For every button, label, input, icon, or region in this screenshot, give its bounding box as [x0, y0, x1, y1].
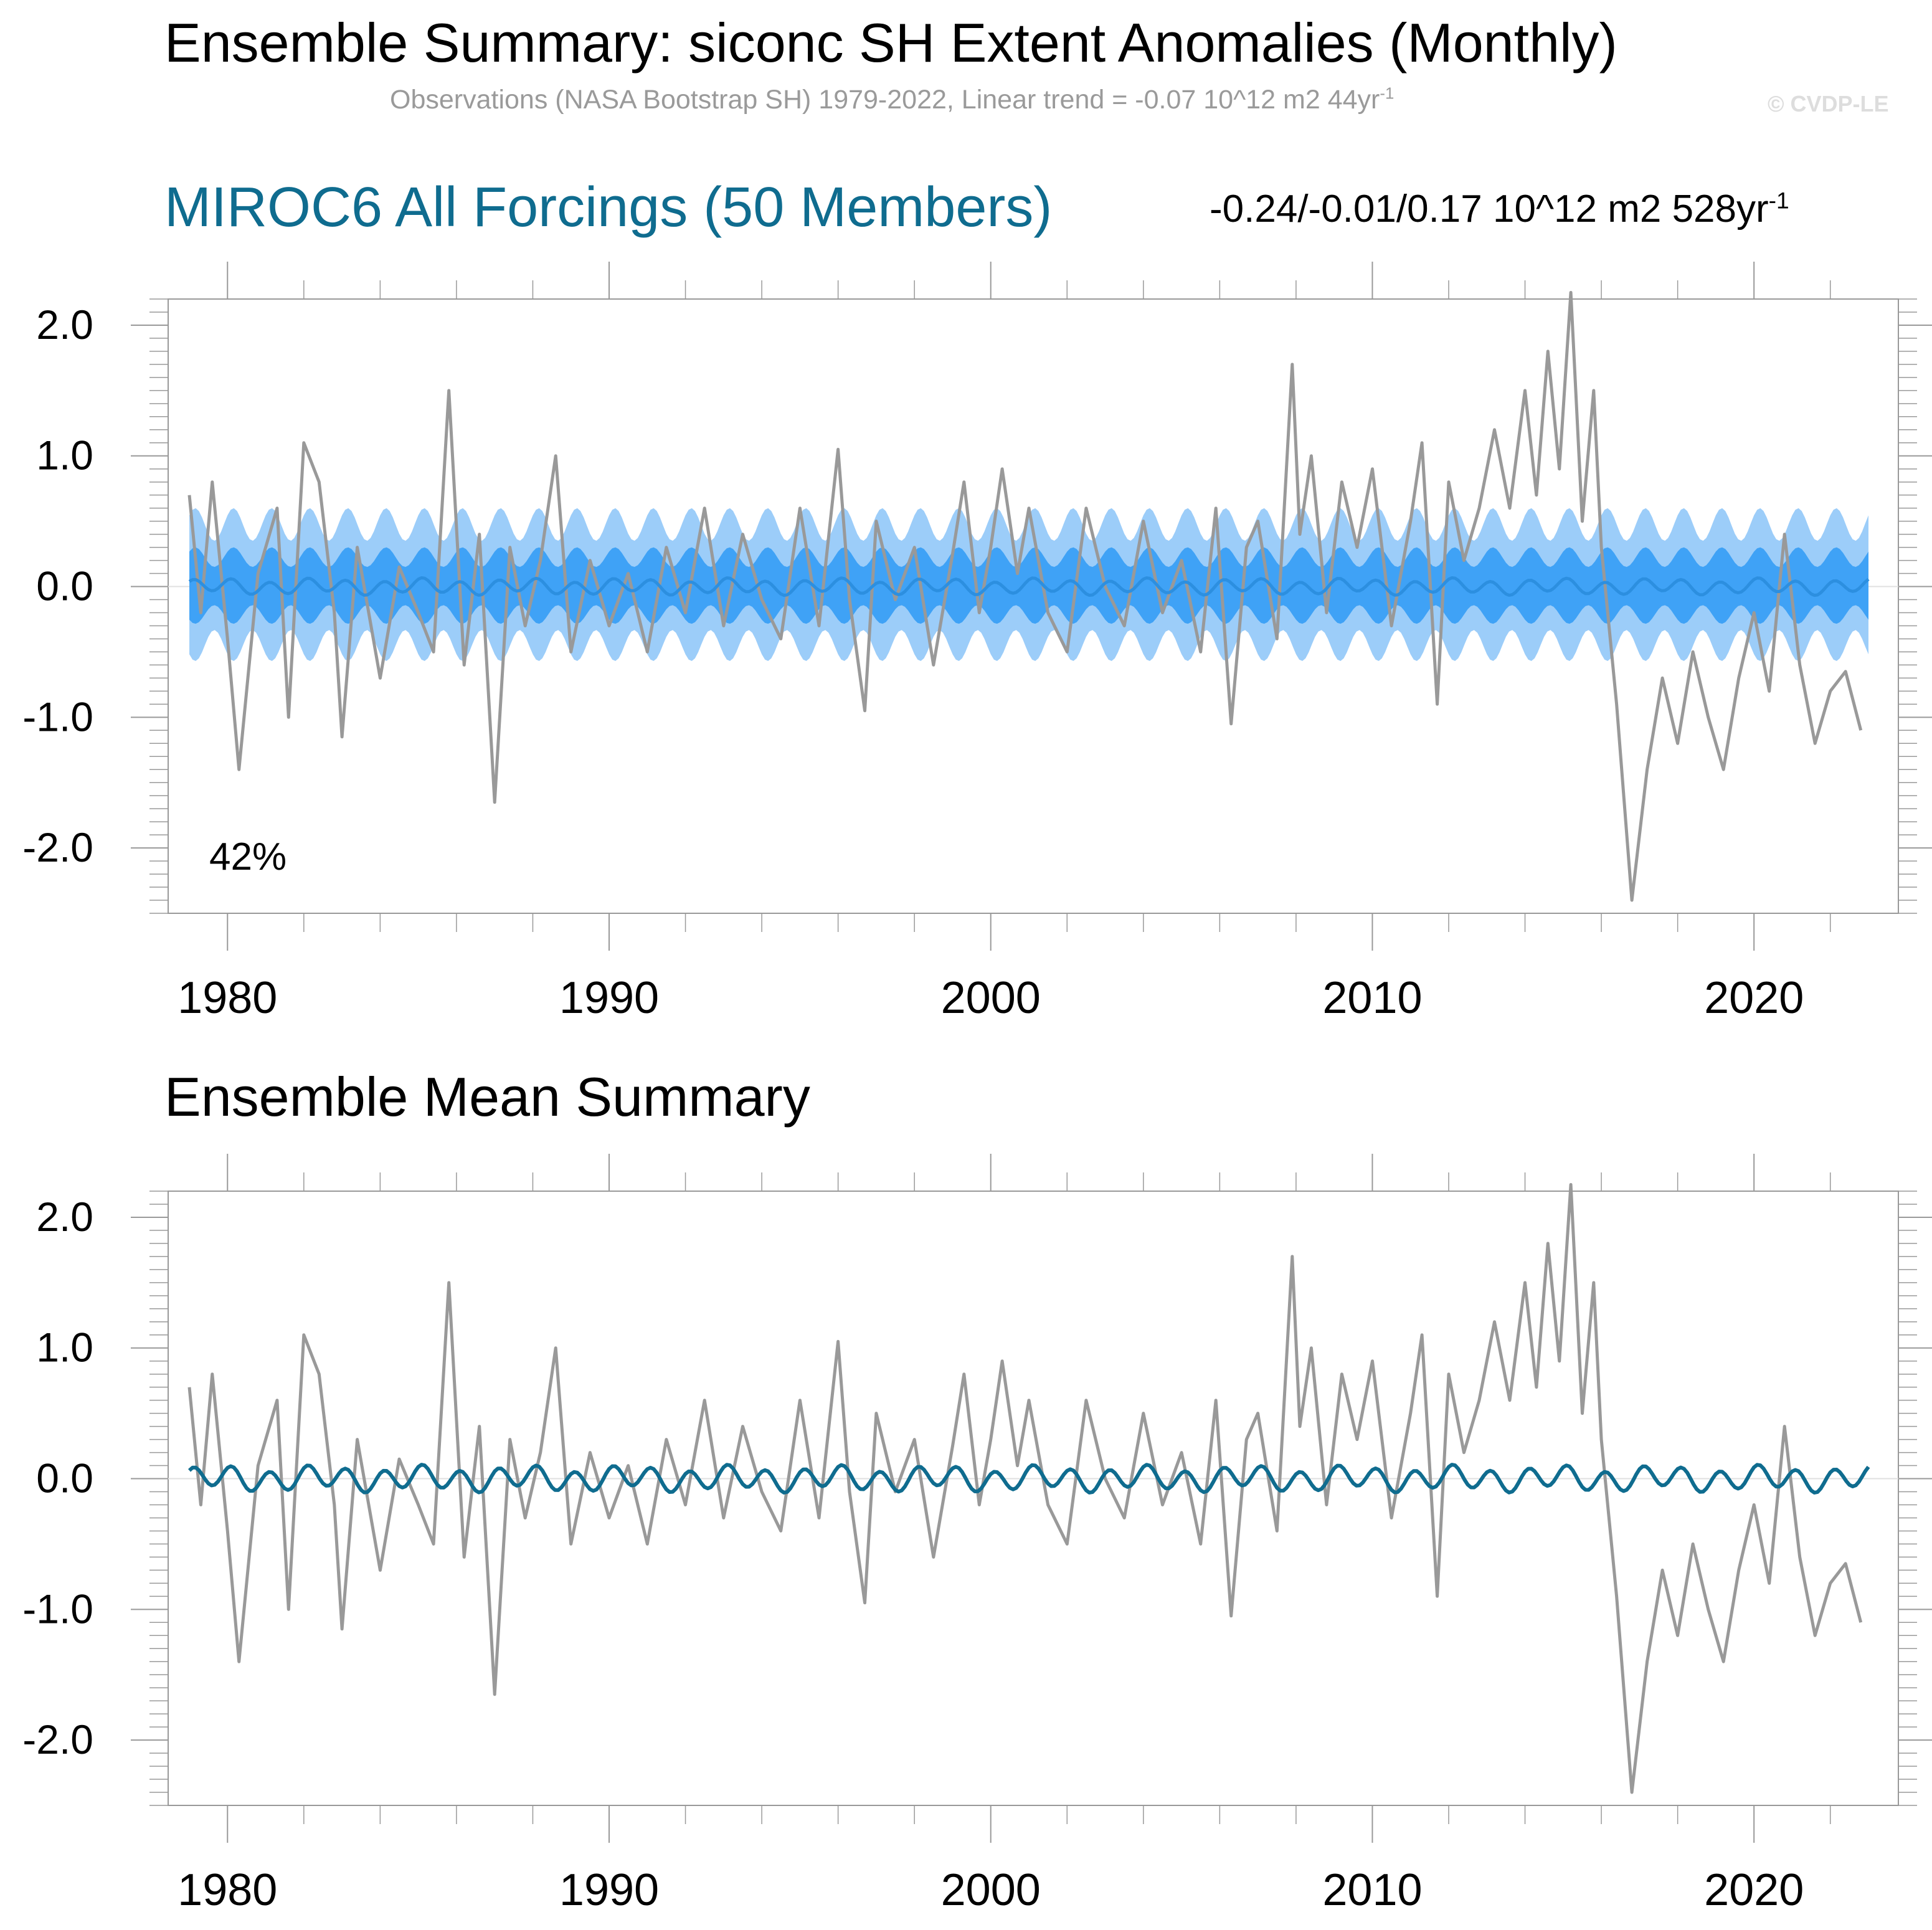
x-tick-label: 2020: [1704, 973, 1804, 1023]
plot-frame: [168, 298, 1899, 914]
chart-title: Ensemble Summary: siconc SH Extent Anoma…: [164, 12, 1617, 74]
y-tick-label: 0.0: [36, 563, 93, 609]
y-tick-label: 2.0: [36, 302, 93, 348]
observations-subtitle: Observations (NASA Bootstrap SH) 1979-20…: [390, 85, 1394, 115]
copyright-notice: © CVDP-LE: [1768, 91, 1889, 116]
x-tick-label: 2000: [941, 973, 1041, 1023]
ensemble-mean-line: [187, 1463, 1870, 1495]
trend-range-text: -0.24/-0.01/0.17 10^12 m2 528yr: [1210, 188, 1769, 231]
trend-range-exponent: -1: [1768, 187, 1789, 214]
x-tick-label: 2010: [1322, 1865, 1422, 1915]
x-tick-label: 2000: [941, 1865, 1041, 1915]
ensemble-mean-title: Ensemble Mean Summary: [164, 1066, 810, 1128]
top-panel: 2.0 1.0 0.0 -1.0 -2.0 1980 1990 2000 2010 2020: [22, 262, 1932, 1023]
y-tick-label: 0.0: [36, 1455, 93, 1501]
obs-subtitle-exponent: -1: [1380, 85, 1395, 103]
x-tick-label: 2020: [1704, 1865, 1804, 1915]
y-tick-label: -2.0: [22, 824, 93, 870]
x-tick-label: 1980: [178, 1865, 277, 1915]
y-tick-label: -1.0: [22, 693, 93, 739]
bottom-panel: 2.0 1.0 0.0 -1.0 -2.0 1980 1990 2000 2010 2020: [22, 1154, 1932, 1915]
y-tick-label: -1.0: [22, 1585, 93, 1632]
x-tick-label: 1990: [559, 973, 659, 1023]
x-tick-label: 2010: [1322, 973, 1422, 1023]
ensemble-mean-line: [188, 576, 1870, 597]
observations-line: [187, 291, 1863, 902]
x-tick-label: 1980: [178, 973, 277, 1023]
x-tick-label: 1990: [559, 1865, 659, 1915]
y-tick-label: -2.0: [22, 1716, 93, 1762]
y-tick-label: 1.0: [36, 1324, 93, 1371]
y-tick-label: 1.0: [36, 432, 93, 478]
trend-range-label: -0.24/-0.01/0.17 10^12 m2 528yr-1: [1210, 187, 1789, 231]
plot-frame: [168, 1191, 1899, 1806]
y-tick-label: 2.0: [36, 1194, 93, 1240]
model-title: MIROC6 All Forcings (50 Members): [164, 176, 1053, 239]
percent-label: 42%: [209, 835, 286, 878]
spread-band-inner: [189, 547, 1868, 624]
obs-subtitle-text: Observations (NASA Bootstrap SH) 1979-20…: [390, 85, 1380, 115]
observations-line: [187, 1183, 1863, 1794]
